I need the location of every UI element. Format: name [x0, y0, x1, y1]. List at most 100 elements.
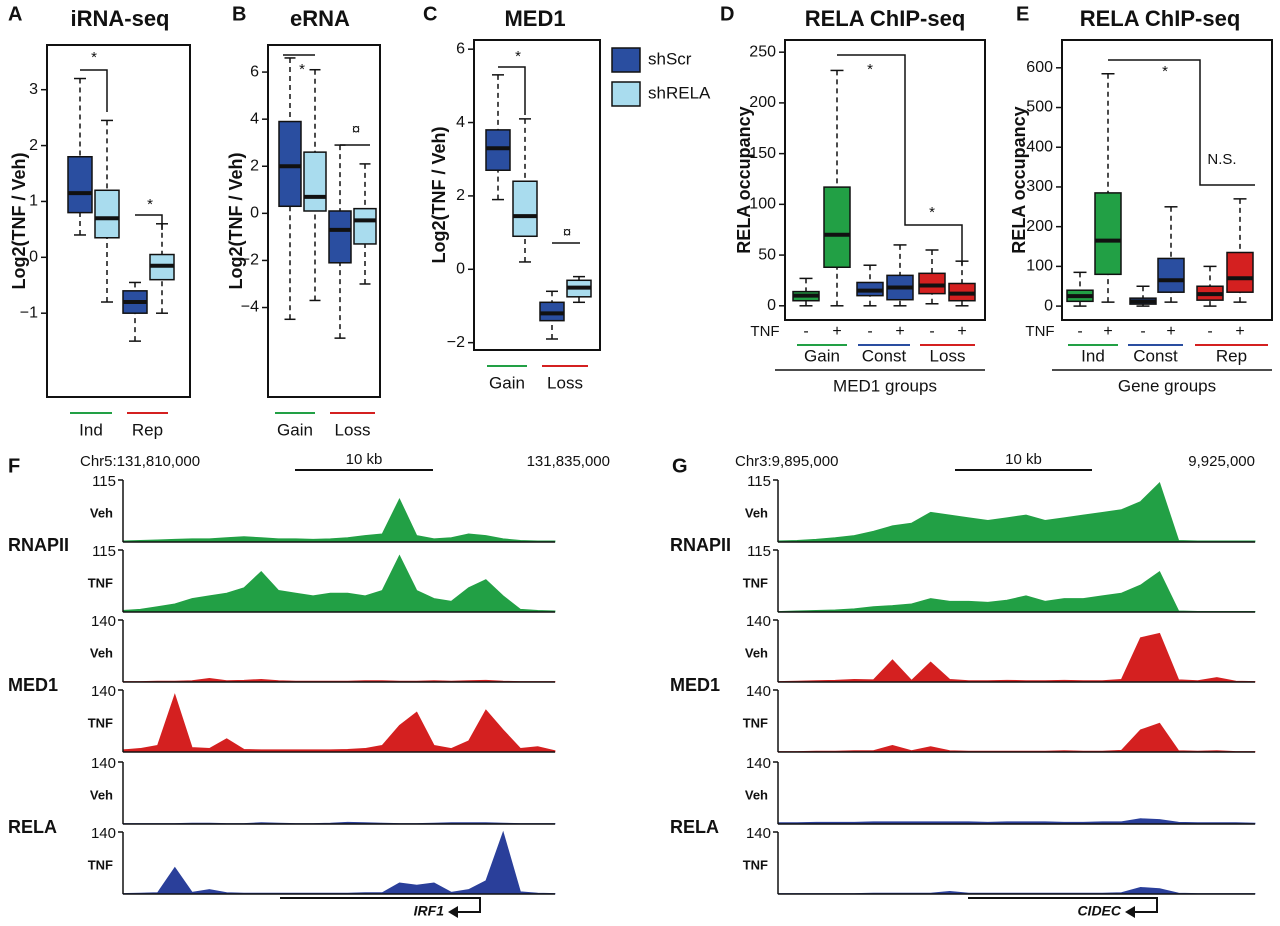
plot-frame	[473, 39, 601, 351]
signal-area	[122, 693, 556, 753]
track-group-label: RNAPII	[670, 535, 731, 555]
significance-bracket	[80, 69, 108, 112]
signal-area	[777, 570, 1256, 613]
plot-frame	[784, 39, 986, 321]
track-group-label: RNAPII	[8, 535, 69, 555]
y-tick-label: 3	[29, 81, 38, 98]
condition-label: Veh	[745, 645, 768, 660]
y-tick-label: −4	[241, 299, 259, 316]
signal-area	[777, 722, 1256, 753]
signal-area	[777, 886, 1256, 895]
panel-letter: E	[1016, 3, 1029, 25]
signal-area	[777, 632, 1256, 683]
box	[94, 189, 120, 239]
signal-area	[777, 818, 1256, 825]
box	[353, 207, 377, 245]
legend-label: shRELA	[648, 83, 711, 102]
condition-label: +	[895, 323, 904, 340]
y-axis-label: RELA occupancy	[734, 106, 754, 253]
condition-label: -	[1077, 323, 1082, 340]
condition-label: -	[1207, 323, 1212, 340]
y-tick-label: 0	[456, 261, 465, 278]
y-tick-label: 600	[1026, 59, 1053, 76]
group-label: Ind	[79, 420, 103, 439]
panel-letter: F	[8, 455, 20, 477]
y-tick-label: 400	[1026, 138, 1053, 155]
y-tick-label: 0	[250, 205, 259, 222]
gene-line	[968, 897, 1158, 913]
group-label: Ind	[1081, 346, 1105, 365]
scale-label: 10 kb	[346, 451, 383, 468]
box	[1226, 251, 1254, 293]
track-group-label: MED1	[670, 675, 720, 695]
significance-label: *	[929, 204, 935, 221]
signal-area	[777, 481, 1256, 543]
track-group-label: MED1	[8, 675, 58, 695]
box	[278, 120, 302, 208]
condition-label: TNF	[88, 857, 113, 872]
condition-label: TNF	[743, 857, 768, 872]
condition-label: +	[1103, 323, 1112, 340]
y-tick-label: 300	[1026, 178, 1053, 195]
condition-label: +	[1166, 323, 1175, 340]
significance-bracket	[498, 66, 526, 115]
box	[823, 186, 851, 268]
gene-label: CIDEC	[1077, 903, 1121, 919]
y-axis-label: RELA occupancy	[1009, 106, 1029, 253]
y-tick-label: 500	[1026, 99, 1053, 116]
region-end: 131,835,000	[527, 453, 610, 470]
y-tick-label: 6	[250, 63, 259, 80]
plot-frame	[267, 44, 381, 398]
y-tick-label: 4	[456, 114, 465, 131]
legend-label: shScr	[648, 49, 692, 68]
significance-label: *	[299, 61, 305, 78]
gene-arrowhead	[448, 906, 458, 918]
condition-label: +	[832, 323, 841, 340]
y-tick-label: 140	[91, 825, 116, 842]
condition-label: Veh	[90, 787, 113, 802]
condition-title: TNF	[750, 323, 779, 340]
box	[303, 151, 327, 212]
significance-bracket	[837, 54, 963, 265]
condition-label: +	[957, 323, 966, 340]
x-axis-label: Gene groups	[1118, 376, 1216, 395]
significance-label: *	[867, 61, 873, 78]
y-tick-label: 140	[746, 825, 771, 842]
group-label: Const	[862, 346, 907, 365]
region-start: Chr3:9,895,000	[735, 453, 838, 470]
y-tick-label: −2	[447, 334, 465, 351]
chart-title: RELA ChIP-seq	[1080, 6, 1241, 31]
y-tick-label: −1	[20, 304, 38, 321]
plot-frame	[46, 44, 191, 398]
condition-label: -	[1140, 323, 1145, 340]
group-label: Loss	[547, 373, 583, 392]
significance-bracket	[1108, 59, 1255, 186]
signal-area	[122, 497, 556, 543]
box	[918, 272, 946, 295]
condition-label: Veh	[90, 505, 113, 520]
y-tick-label: 140	[91, 755, 116, 772]
y-tick-label: 2	[456, 187, 465, 204]
plot-frame	[1061, 39, 1273, 321]
legend-swatch	[611, 47, 641, 73]
condition-label: TNF	[743, 715, 768, 730]
y-tick-label: 115	[747, 473, 771, 490]
y-tick-label: 50	[758, 246, 776, 263]
panel-letter: B	[232, 3, 246, 25]
y-tick-label: 2	[29, 137, 38, 154]
y-tick-label: 115	[747, 543, 771, 560]
panel-letter: C	[423, 3, 437, 25]
y-tick-label: 0	[1044, 297, 1053, 314]
track-group-label: RELA	[8, 817, 57, 837]
y-tick-label: 4	[250, 110, 259, 127]
y-tick-label: 200	[1026, 218, 1053, 235]
box	[512, 180, 538, 238]
chart-title: iRNA-seq	[70, 6, 169, 31]
y-tick-label: 0	[29, 249, 38, 266]
condition-label: +	[1235, 323, 1244, 340]
y-tick-label: −2	[241, 252, 259, 269]
panel-letter: G	[672, 455, 688, 477]
condition-label: TNF	[88, 715, 113, 730]
y-tick-label: 0	[767, 297, 776, 314]
group-label: Rep	[132, 420, 163, 439]
